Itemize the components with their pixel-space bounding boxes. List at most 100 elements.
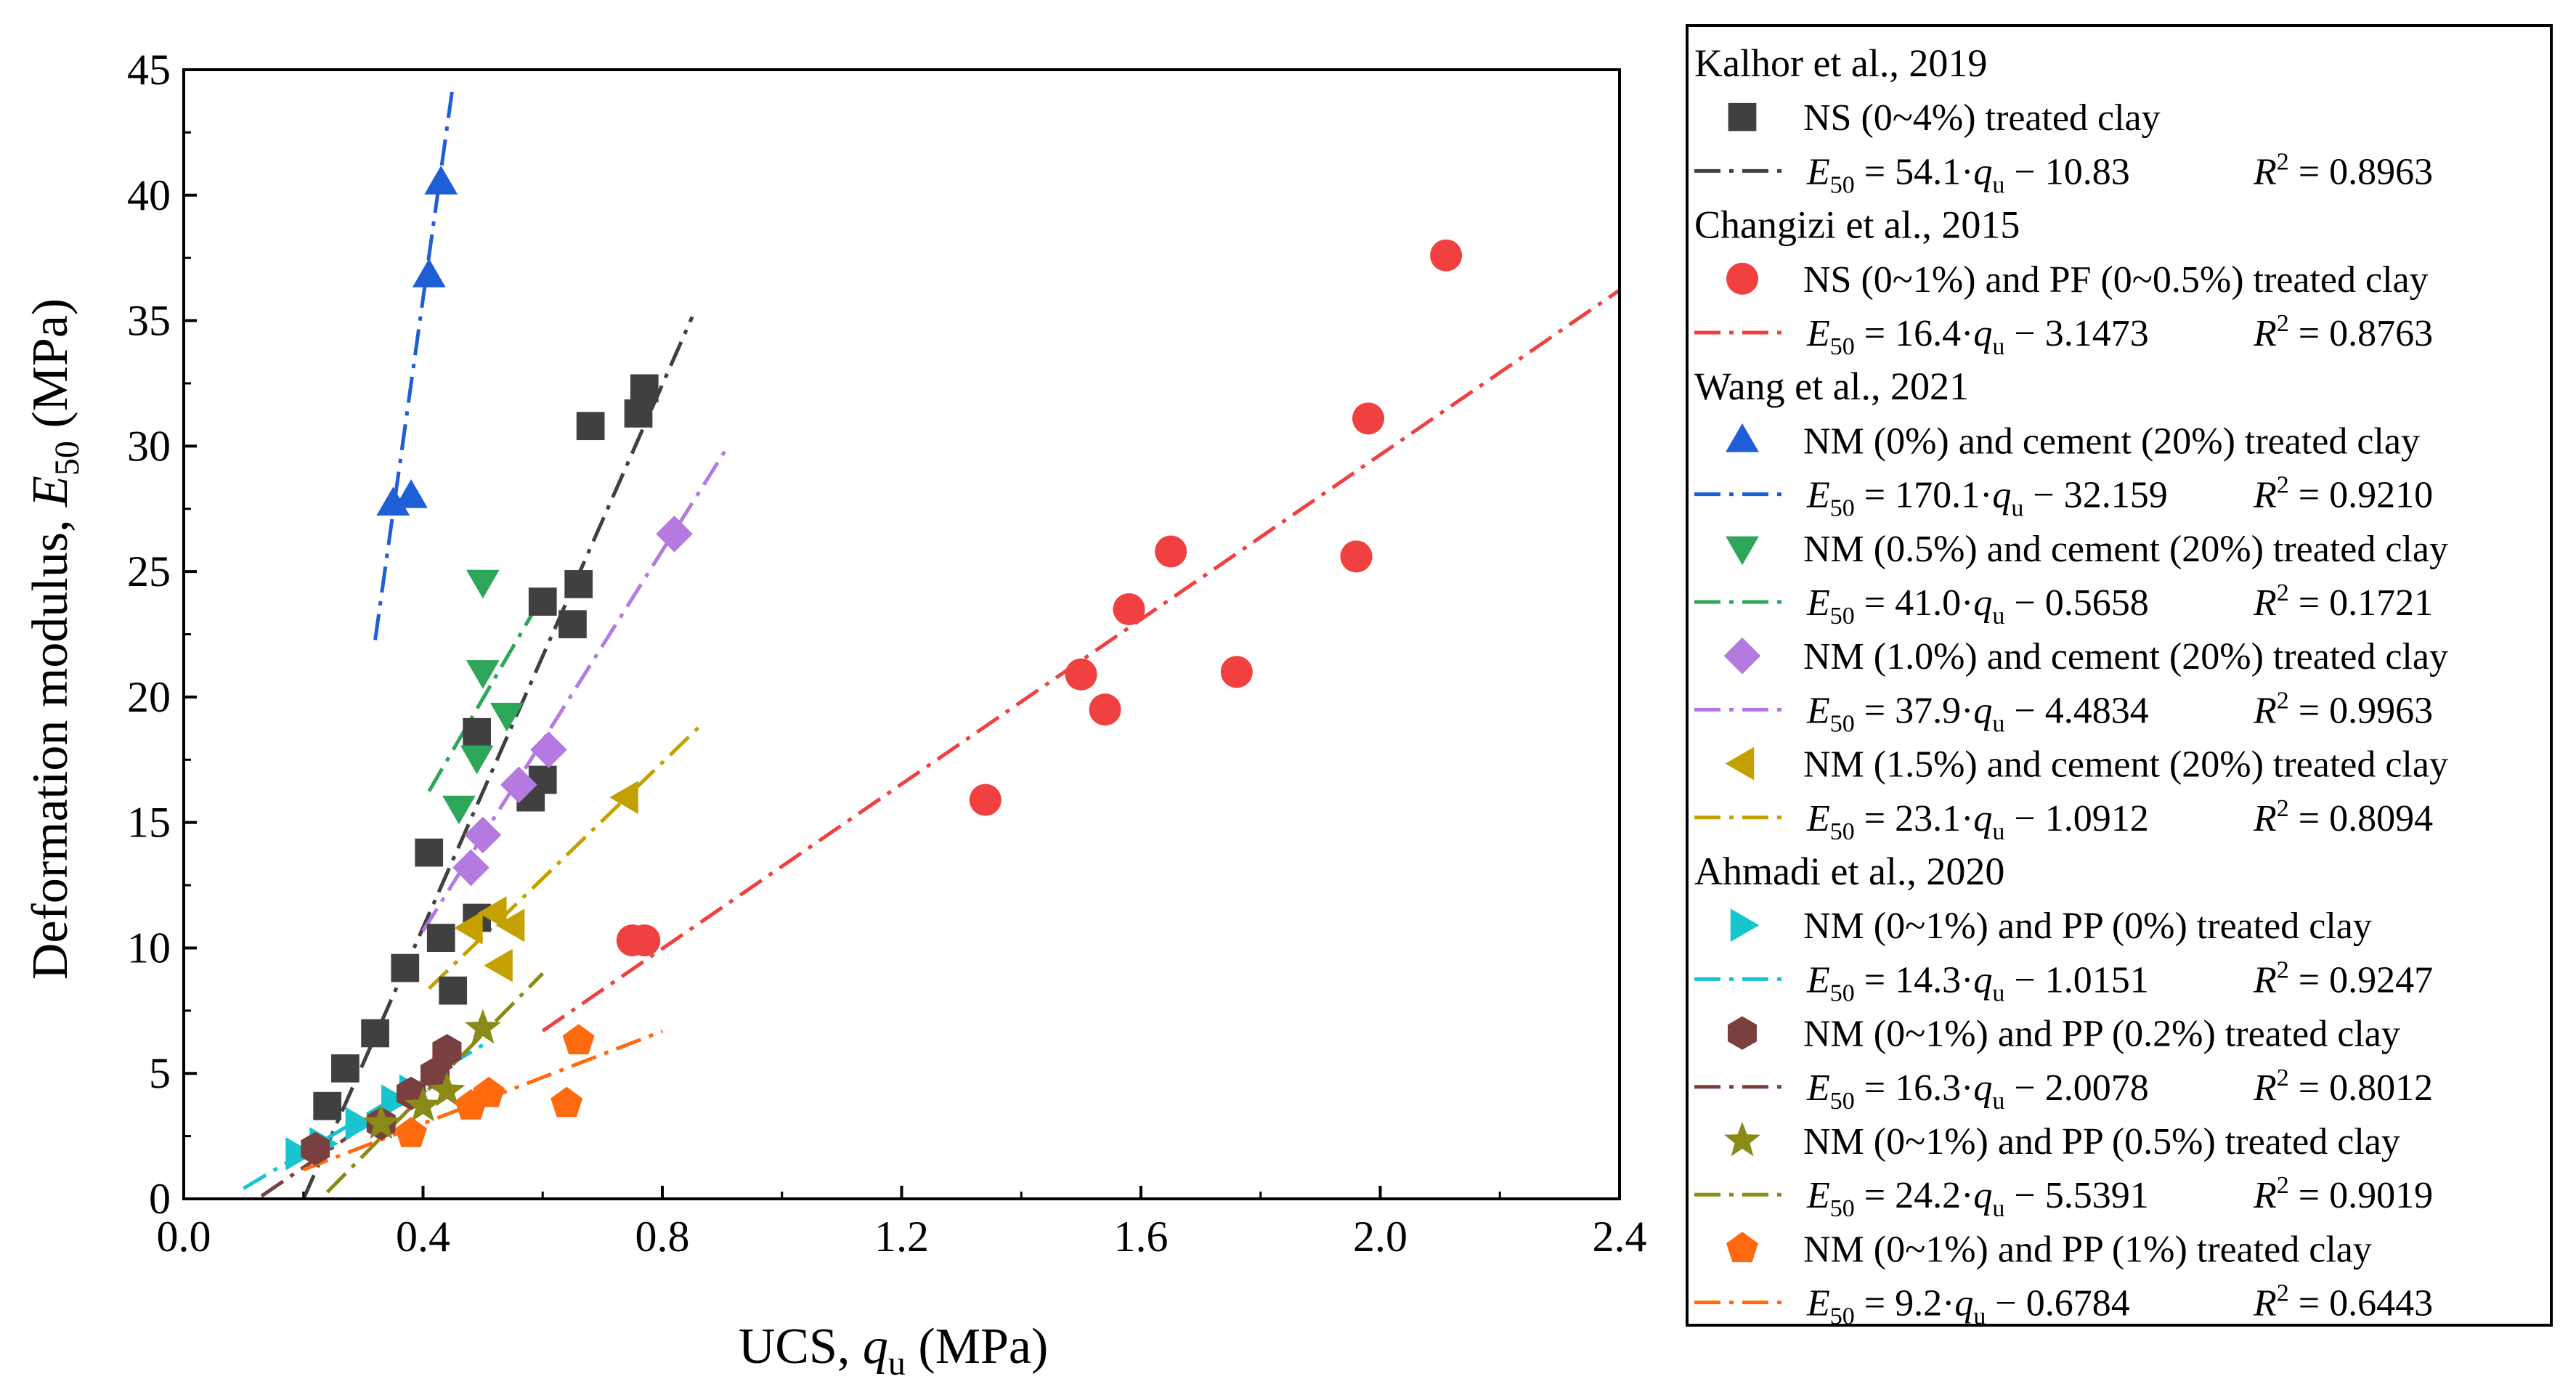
eq-subscript-50: 50 <box>1830 710 1855 737</box>
legend-group-title: Changizi et al., 2015 <box>1694 203 2020 247</box>
eq-equals: = <box>1855 798 1895 839</box>
data-point-ns-0-1-and-pf-0-0-5-treated-clay <box>1430 239 1463 272</box>
eq-subscript-u: u <box>1992 1195 2004 1222</box>
data-point-ns-0-1-and-pf-0-0-5-treated-clay <box>1113 593 1145 625</box>
legend-box <box>1686 24 2553 1327</box>
eq-minus: − <box>2004 582 2044 624</box>
eq-intercept: 2.0078 <box>2045 1067 2149 1109</box>
data-point-nm-0-5-and-cement-20-treated-clay <box>460 745 494 775</box>
eq-subscript-50: 50 <box>1830 171 1855 198</box>
eq-subscript-u: u <box>1992 980 2004 1006</box>
legend-r-squared: R2 = 0.1721 <box>2253 579 2433 624</box>
eq-slope: 9.2 <box>1895 1283 1942 1324</box>
legend-r-squared: R2 = 0.8763 <box>2253 310 2433 354</box>
data-point-nm-0-and-cement-20-treated-clay <box>424 166 458 195</box>
eq-intercept: 0.5658 <box>2045 582 2149 624</box>
data-point-nm-1-0-and-cement-20-treated-clay <box>656 516 693 553</box>
eq-symbol-q: q <box>1973 959 1992 1001</box>
data-point-nm-0-1-and-pp-1-treated-clay <box>395 1117 427 1147</box>
data-point-ns-0-4-treated-clay <box>630 374 659 403</box>
y-tick-label: 25 <box>127 548 171 595</box>
r2-symbol: R <box>2253 1067 2277 1109</box>
x-tick-label: 0.8 <box>635 1213 690 1261</box>
legend-fit-equation: E50 = 41.0·qu − 0.5658 <box>1806 582 2149 630</box>
r2-equals: = <box>2289 313 2329 354</box>
r2-superscript: 2 <box>2277 472 2289 499</box>
eq-subscript-50: 50 <box>1830 603 1855 630</box>
data-point-nm-1-0-and-cement-20-treated-clay <box>530 731 567 768</box>
r2-equals: = <box>2289 1283 2329 1324</box>
r2-superscript: 2 <box>2277 1280 2289 1307</box>
eq-intercept: 1.0912 <box>2045 798 2149 839</box>
data-point-nm-0-1-and-pp-0-2-treated-clay <box>301 1131 330 1165</box>
eq-subscript-50: 50 <box>1830 333 1855 360</box>
eq-subscript-50: 50 <box>1830 980 1855 1006</box>
eq-symbol-e: E <box>1806 151 1830 192</box>
y-axis-title: Deformation modulus, E50 (MPa) <box>23 298 86 980</box>
data-point-ns-0-4-treated-clay <box>361 1019 389 1048</box>
eq-dot: · <box>1961 959 1973 1001</box>
legend-fit-equation: E50 = 9.2·qu − 0.6784 <box>1806 1283 2130 1330</box>
r2-equals: = <box>2289 1067 2329 1109</box>
eq-slope: 41.0 <box>1895 582 1961 624</box>
eq-slope: 23.1 <box>1895 798 1961 839</box>
data-point-ns-0-4-treated-clay <box>415 838 444 867</box>
eq-dot: · <box>1961 1067 1973 1109</box>
data-point-ns-0-1-and-pf-0-0-5-treated-clay <box>969 783 1001 816</box>
eq-minus: − <box>2004 1175 2044 1216</box>
r2-superscript: 2 <box>2277 310 2289 337</box>
y-tick-label: 30 <box>127 422 171 470</box>
eq-symbol-e: E <box>1806 798 1830 839</box>
eq-subscript-u: u <box>1992 603 2004 630</box>
legend-r-squared: R2 = 0.8963 <box>2253 148 2433 192</box>
legend-r-squared: R2 = 0.8094 <box>2253 795 2433 839</box>
data-point-ns-0-1-and-pf-0-0-5-treated-clay <box>1220 656 1253 688</box>
data-point-nm-0-and-cement-20-treated-clay <box>412 259 446 288</box>
eq-symbol-e: E <box>1806 1175 1830 1216</box>
eq-slope: 37.9 <box>1895 690 1961 731</box>
legend-entry-label: NM (0%) and cement (20%) treated clay <box>1803 420 2420 462</box>
r2-equals: = <box>2289 1175 2329 1216</box>
eq-intercept: 5.5391 <box>2045 1175 2149 1216</box>
eq-equals: = <box>1855 959 1895 1001</box>
eq-intercept: 0.6784 <box>2026 1283 2130 1324</box>
r2-superscript: 2 <box>2277 1065 2289 1091</box>
data-point-nm-0-and-cement-20-treated-clay <box>394 479 428 508</box>
x-axis-title-var: q <box>863 1319 888 1375</box>
legend-marker-nm-0-1-and-pp-0-2-treated-clay <box>1728 1016 1757 1050</box>
data-point-nm-0-1-and-pp-0-2-treated-clay <box>420 1057 450 1091</box>
eq-intercept: 10.83 <box>2045 151 2130 192</box>
x-tick-label: 1.2 <box>874 1213 929 1261</box>
legend-entry-label: NM (0~1%) and PP (0.5%) treated clay <box>1803 1121 2400 1163</box>
r2-equals: = <box>2289 475 2329 516</box>
data-point-ns-0-1-and-pf-0-0-5-treated-clay <box>1089 693 1121 726</box>
eq-symbol-e: E <box>1806 582 1830 624</box>
y-tick-label: 5 <box>149 1049 171 1097</box>
legend-fit-equation: E50 = 24.2·qu − 5.5391 <box>1806 1175 2149 1222</box>
eq-symbol-q: q <box>1954 1283 1973 1324</box>
eq-symbol-q: q <box>1973 313 1992 354</box>
r2-equals: = <box>2289 798 2329 839</box>
y-tick-label: 0 <box>149 1175 171 1223</box>
eq-slope: 16.3 <box>1895 1067 1961 1109</box>
r2-value: 0.9210 <box>2329 475 2433 516</box>
data-point-ns-0-4-treated-clay <box>576 412 605 441</box>
legend-marker-nm-0-1-and-pp-0-treated-clay <box>1730 908 1760 943</box>
eq-dot: · <box>1961 798 1973 839</box>
eq-subscript-u: u <box>1992 171 2004 198</box>
legend-entry-label: NM (0~1%) and PP (1%) treated clay <box>1803 1229 2372 1270</box>
r2-equals: = <box>2289 959 2329 1001</box>
x-tick-label: 1.6 <box>1114 1213 1169 1261</box>
eq-subscript-u: u <box>1973 1303 1986 1330</box>
eq-symbol-e: E <box>1806 690 1830 731</box>
legend-entry-label: NM (0~1%) and PP (0.2%) treated clay <box>1803 1014 2400 1055</box>
data-point-nm-1-5-and-cement-20-treated-clay <box>609 781 638 814</box>
legend-group-title: Ahmadi et al., 2020 <box>1694 850 2004 893</box>
r2-value: 0.9019 <box>2329 1175 2433 1216</box>
data-point-ns-0-1-and-pf-0-0-5-treated-clay <box>1352 402 1385 435</box>
plot-frame <box>182 68 1621 1200</box>
eq-symbol-e: E <box>1806 1067 1830 1109</box>
legend-fit-equation: E50 = 170.1·qu − 32.159 <box>1806 475 2168 522</box>
eq-equals: = <box>1855 582 1895 624</box>
